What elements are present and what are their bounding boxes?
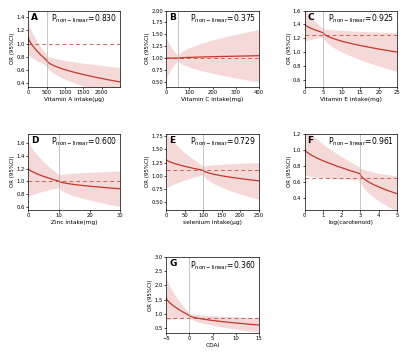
Text: G: G — [169, 259, 176, 268]
Y-axis label: OR (95%CI): OR (95%CI) — [145, 156, 150, 187]
X-axis label: selenium intake(μg): selenium intake(μg) — [183, 220, 242, 225]
Text: $\mathregular{P_{non-linear}}$=0.961: $\mathregular{P_{non-linear}}$=0.961 — [328, 136, 394, 148]
X-axis label: Vitamin A intake(μg): Vitamin A intake(μg) — [44, 97, 104, 102]
Text: $\mathregular{P_{non-linear}}$=0.360: $\mathregular{P_{non-linear}}$=0.360 — [190, 259, 256, 272]
Text: C: C — [308, 13, 314, 22]
Y-axis label: OR (95%CI): OR (95%CI) — [287, 33, 292, 64]
Y-axis label: OR (95%CI): OR (95%CI) — [145, 33, 150, 64]
Text: A: A — [31, 13, 38, 22]
X-axis label: Vitamin E intake(mg): Vitamin E intake(mg) — [320, 97, 382, 102]
Y-axis label: OR (95%CI): OR (95%CI) — [287, 156, 292, 187]
Text: F: F — [308, 136, 314, 145]
Text: B: B — [169, 13, 176, 22]
Text: E: E — [169, 136, 175, 145]
Text: $\mathregular{P_{non-linear}}$=0.830: $\mathregular{P_{non-linear}}$=0.830 — [51, 13, 117, 25]
X-axis label: CDAI: CDAI — [205, 343, 220, 348]
Y-axis label: OR (95%CI): OR (95%CI) — [148, 279, 153, 310]
X-axis label: Vitamin C intake(mg): Vitamin C intake(mg) — [181, 97, 244, 102]
Text: $\mathregular{P_{non-linear}}$=0.925: $\mathregular{P_{non-linear}}$=0.925 — [328, 13, 394, 25]
Text: $\mathregular{P_{non-linear}}$=0.600: $\mathregular{P_{non-linear}}$=0.600 — [51, 136, 117, 148]
Y-axis label: OR (95%CI): OR (95%CI) — [10, 33, 15, 64]
Y-axis label: OR (95%CI): OR (95%CI) — [10, 156, 15, 187]
Text: $\mathregular{P_{non-linear}}$=0.375: $\mathregular{P_{non-linear}}$=0.375 — [190, 13, 256, 25]
Text: D: D — [31, 136, 38, 145]
X-axis label: log(carotenoid): log(carotenoid) — [328, 220, 373, 225]
X-axis label: Zinc intake(mg): Zinc intake(mg) — [51, 220, 97, 225]
Text: $\mathregular{P_{non-linear}}$=0.729: $\mathregular{P_{non-linear}}$=0.729 — [190, 136, 256, 148]
